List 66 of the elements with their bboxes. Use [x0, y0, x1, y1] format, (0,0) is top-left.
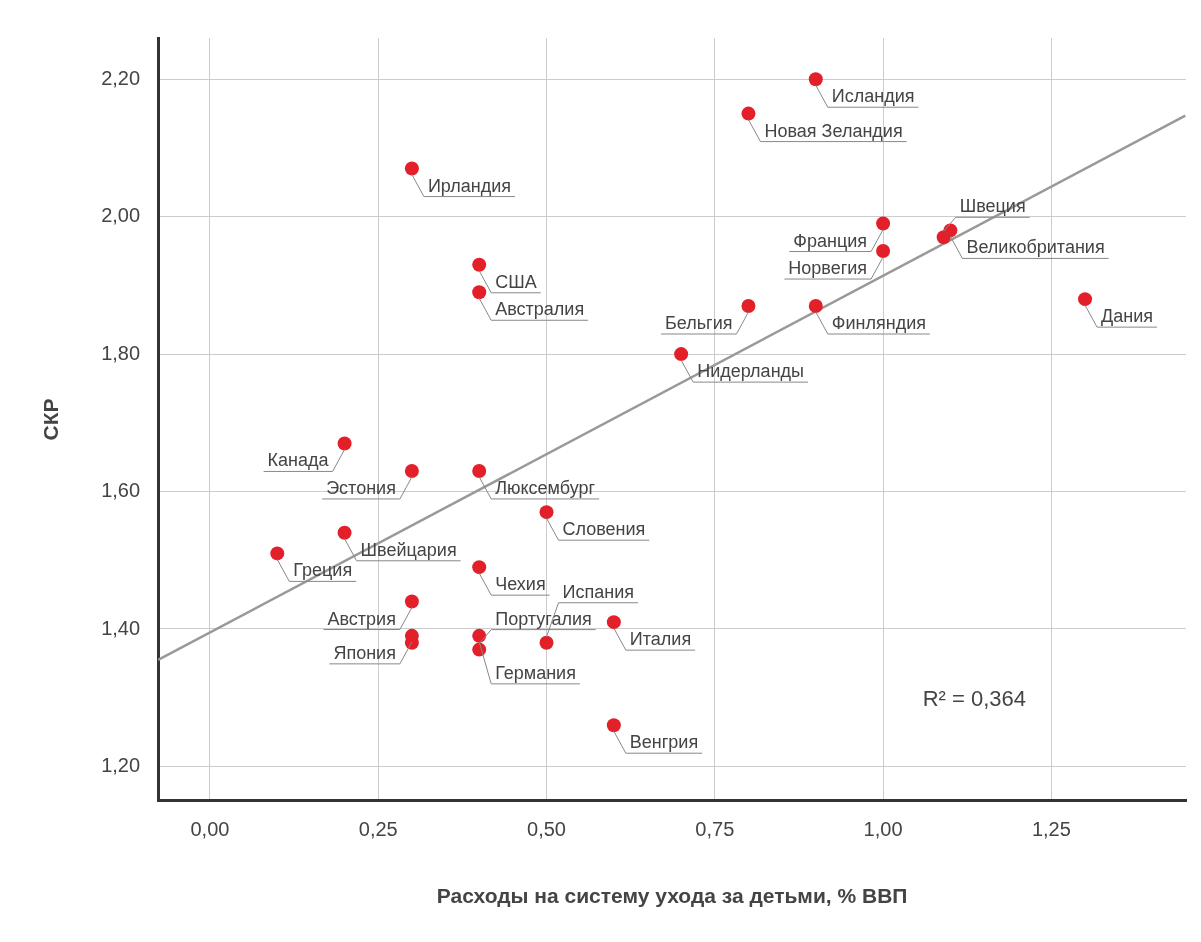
annotation: Чехия [495, 574, 546, 595]
point [876, 244, 891, 259]
point [404, 594, 419, 609]
point [606, 718, 621, 733]
point [741, 106, 756, 121]
x-axis-title: Расходы на систему ухода за детьми, % ВВП [436, 884, 908, 908]
annotation: Япония [333, 642, 396, 663]
point [808, 299, 823, 314]
y-tick-label: 1,80 [101, 341, 141, 364]
annotation: Норвегия [788, 258, 868, 279]
annotation: США [495, 271, 537, 292]
point [472, 463, 487, 478]
annotation: Португалия [495, 608, 592, 629]
x-tick-label: 0,50 [527, 818, 566, 841]
point [674, 347, 689, 362]
annotation: Венгрия [629, 732, 699, 753]
x-tick-label: 1,00 [863, 818, 903, 841]
annotation: Исландия [831, 86, 915, 107]
annotation: Ирландия [427, 175, 511, 196]
annotation: Финляндия [831, 313, 926, 334]
annotation: Люксембург [495, 477, 596, 498]
point [539, 505, 554, 520]
x-tick-label: 1,25 [1031, 818, 1071, 841]
annotation: Эстония [326, 477, 396, 498]
point [1078, 292, 1093, 307]
annotation: Словения [562, 519, 646, 540]
annotation: Германия [495, 662, 576, 683]
annotation: Австрия [327, 608, 396, 629]
point [270, 546, 285, 561]
point [539, 635, 554, 650]
y-tick-label: 1,20 [101, 753, 141, 776]
point [404, 161, 419, 176]
point [741, 299, 756, 314]
y-tick-label: 1,60 [101, 479, 141, 502]
y-tick-label: 1,40 [101, 616, 141, 639]
y-tick-label: 2,20 [101, 66, 141, 89]
point [337, 525, 352, 540]
point [404, 463, 419, 478]
annotation: Испания [562, 581, 634, 602]
annotation: Великобритания [966, 237, 1105, 258]
annotation: Новая Зеландия [764, 120, 903, 141]
annotation: Нидерланды [697, 361, 805, 382]
annotation: Бельгия [664, 313, 733, 334]
annotation: R² = 0,364 [922, 685, 1026, 711]
point [472, 257, 487, 272]
x-tick-label: 0,00 [190, 818, 230, 841]
annotation: Дания [1101, 306, 1153, 327]
point [472, 285, 487, 300]
annotation: Австралия [495, 299, 585, 320]
point [808, 72, 823, 87]
annotation: Швеция [959, 196, 1026, 217]
annotation: Италия [629, 629, 692, 650]
point [337, 436, 352, 451]
annotation: Греция [293, 560, 353, 581]
point [936, 230, 951, 245]
y-axis-title: СКР [39, 398, 63, 441]
annotation: Канада [267, 450, 330, 471]
y-tick-label: 2,00 [101, 204, 141, 227]
annotation: Франция [793, 230, 868, 251]
annotation: Швейцария [360, 539, 457, 560]
x-tick-label: 0,25 [358, 818, 398, 841]
point [472, 560, 487, 575]
point [876, 216, 891, 231]
point [472, 628, 487, 643]
point [606, 615, 621, 630]
x-tick-label: 0,75 [695, 818, 735, 841]
